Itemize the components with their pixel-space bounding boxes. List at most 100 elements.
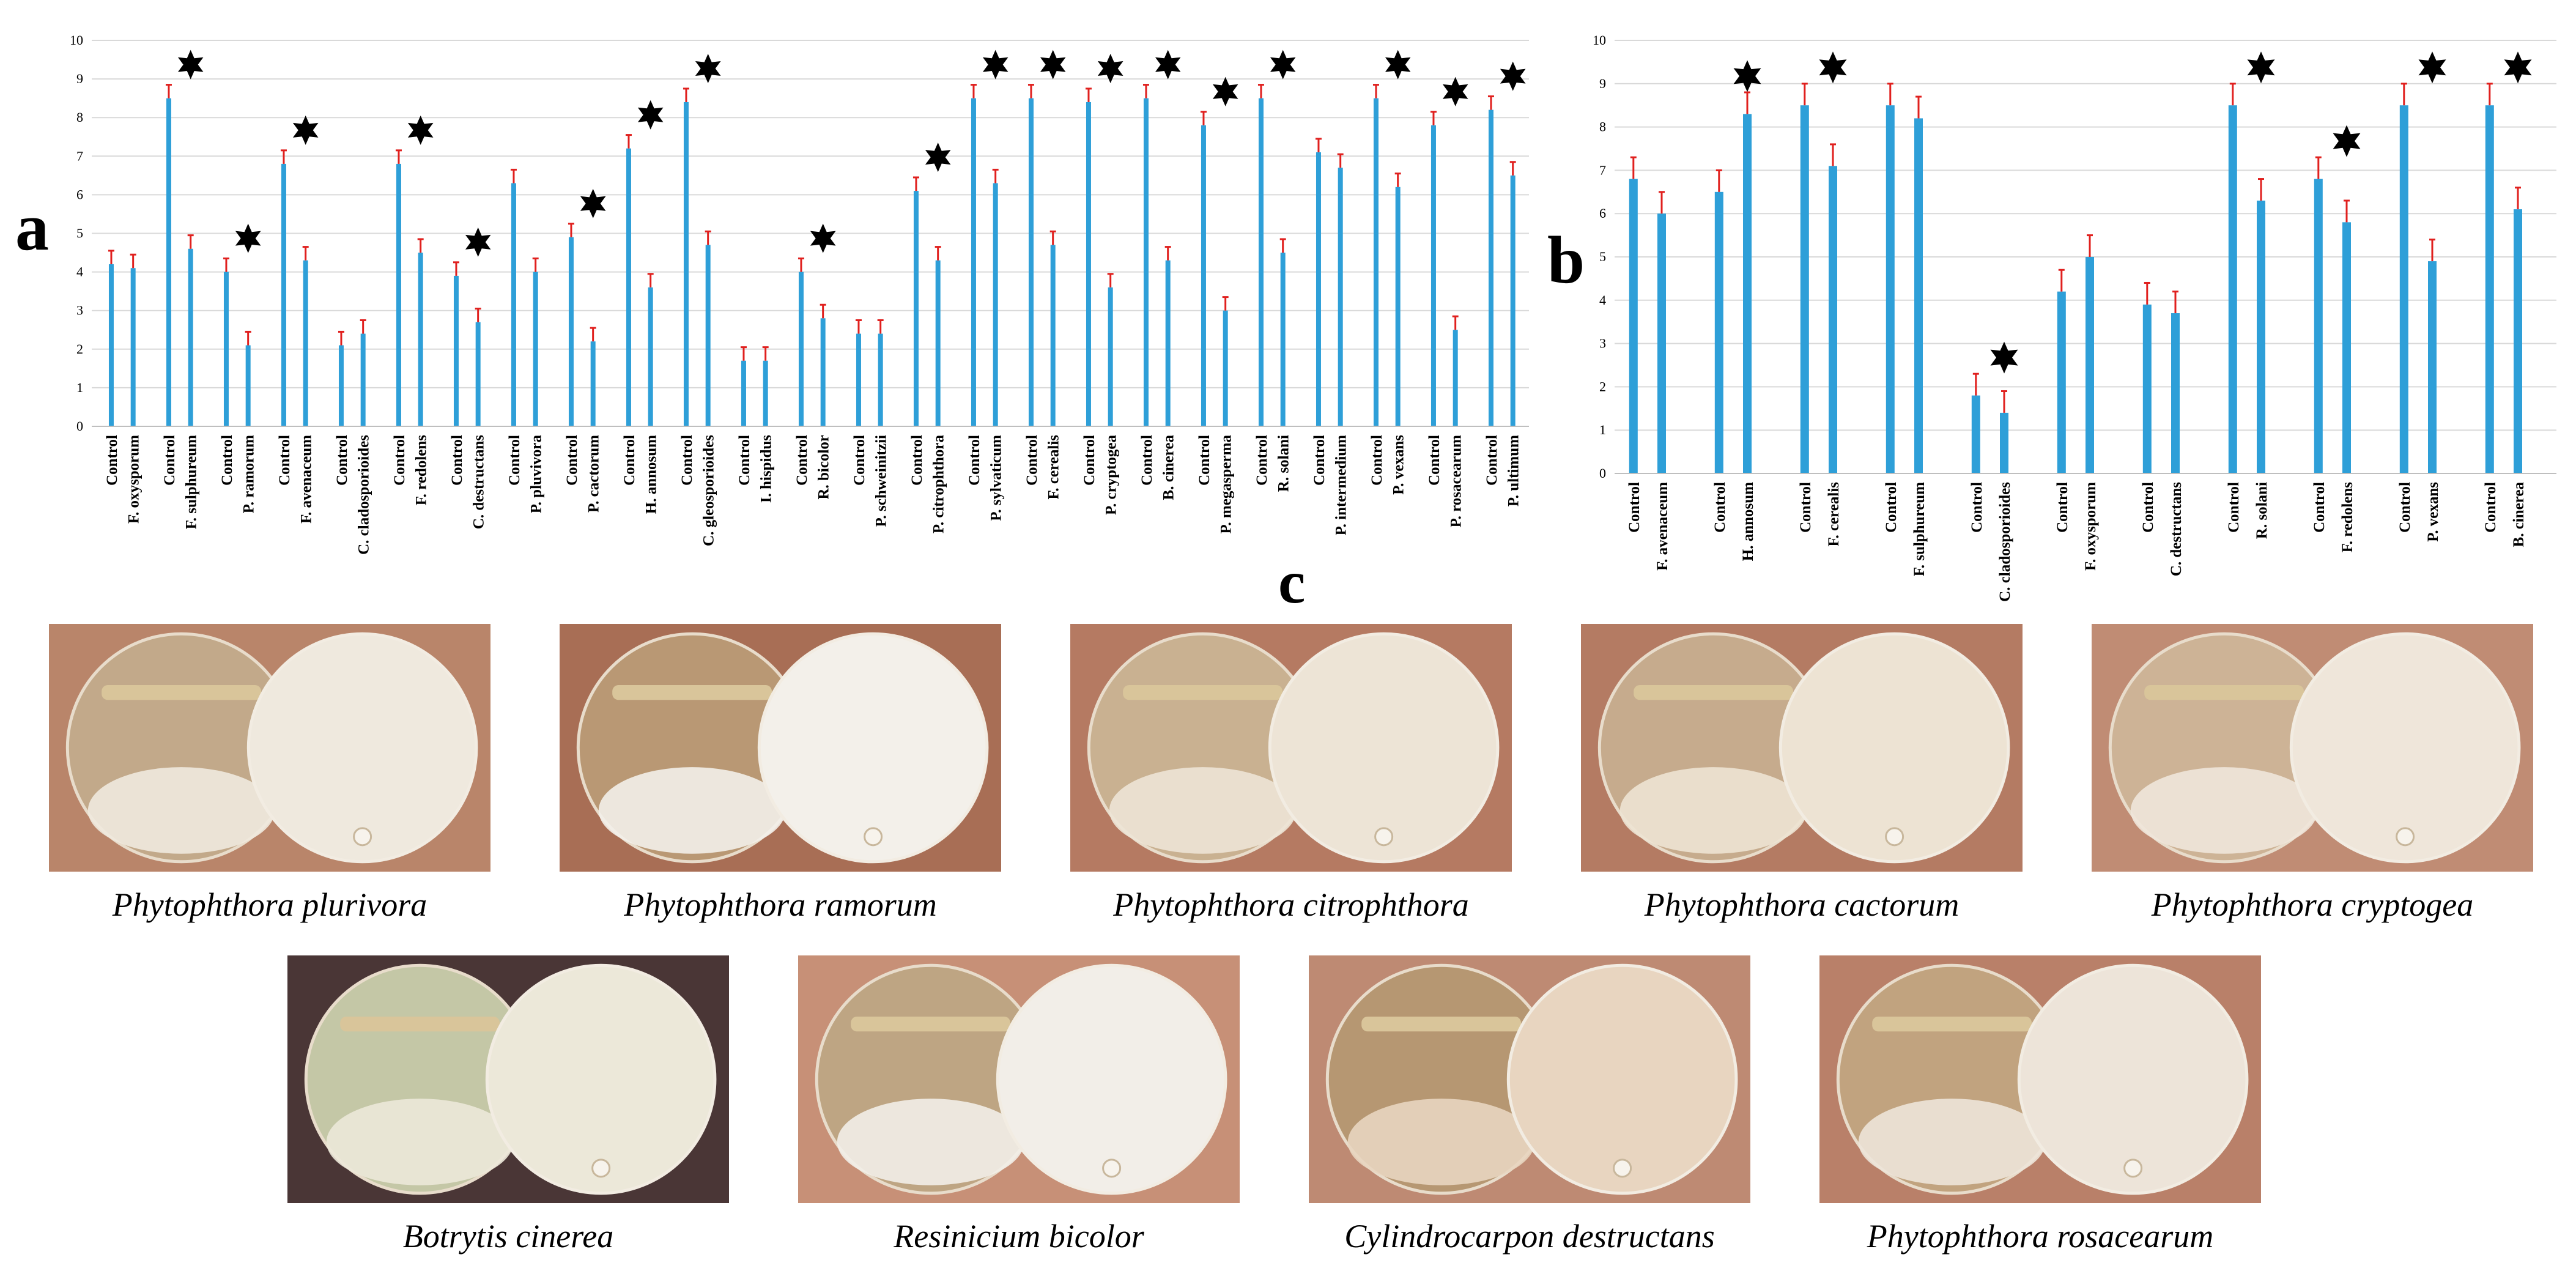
category-label: P. megasperma: [1218, 435, 1235, 534]
bar-control: [453, 275, 459, 426]
bar-treat: [1338, 168, 1343, 426]
significance-star-icon: [177, 50, 204, 80]
y-tick-label: 5: [1599, 249, 1606, 264]
category-label: Control: [2054, 482, 2071, 533]
petri-dish-right: [757, 632, 989, 864]
bar-control: [1316, 152, 1321, 427]
bar-treat: [878, 333, 883, 426]
y-tick-label: 3: [1599, 336, 1606, 351]
y-tick-label: 8: [1599, 119, 1606, 135]
inoculum-plug: [353, 827, 372, 847]
panel-label-b: b: [1547, 223, 1585, 297]
bacterial-streak: [1123, 685, 1283, 700]
bar-treat: [1510, 175, 1516, 426]
category-label: Control: [2397, 482, 2413, 533]
category-label: P. vexans: [1391, 435, 1407, 495]
category-label: F. cerealis: [1046, 435, 1062, 500]
petri-dish-right: [485, 963, 717, 1195]
significance-star-icon: [2418, 51, 2446, 84]
bar-control: [1201, 125, 1206, 426]
category-label: R. solani: [2254, 482, 2270, 539]
bar-control: [1629, 179, 1638, 473]
petri-dish-photo: Phytophthora ramorum: [560, 624, 1001, 923]
category-label: P. cactorum: [586, 435, 602, 513]
petri-dish-right: [2289, 632, 2521, 864]
inoculum-plug: [1374, 827, 1394, 847]
petri-dish-right: [2017, 963, 2249, 1195]
y-tick-label: 7: [76, 148, 83, 163]
photo-caption: Phytophthora cactorum: [1644, 886, 1959, 923]
category-label: H. annosum: [643, 435, 660, 514]
category-label: Control: [2140, 482, 2156, 533]
significance-star-icon: [407, 115, 434, 145]
category-label: Control: [1081, 435, 1098, 486]
photo-caption: Phytophthora plurivora: [112, 886, 427, 923]
bar-control: [2057, 291, 2066, 473]
significance-star-icon: [2504, 51, 2532, 84]
photo-caption: Phytophthora ramorum: [623, 886, 937, 923]
category-label: R. solani: [1276, 435, 1292, 492]
category-label: Control: [1484, 435, 1500, 486]
category-label: Control: [1426, 435, 1443, 486]
inoculum-plug: [1102, 1159, 1122, 1178]
category-label: P. ultimum: [1506, 435, 1522, 506]
chart-b: 0 1 2 3 4 5 6 7 8 9 10 Control F. avenaceum Control H.…: [1593, 32, 2556, 602]
category-label: C. destructans: [2168, 482, 2185, 576]
petri-dish-photo: Phytophthora cryptogea: [2092, 624, 2533, 923]
category-label: C. cladosporioides: [356, 435, 372, 555]
category-label: F. avenaceum: [1654, 482, 1671, 571]
bar-treat: [763, 360, 768, 426]
bar-control: [1800, 105, 1809, 473]
bar-control: [1886, 105, 1895, 473]
significance-star-icon: [1442, 76, 1468, 106]
bar-treat: [1165, 260, 1171, 426]
category-label: F. redolens: [2339, 482, 2356, 553]
petri-dish-right: [1778, 632, 2010, 864]
bar-treat: [475, 322, 481, 426]
bar-treat: [360, 333, 366, 426]
category-label: P. schweinitzii: [873, 435, 890, 527]
significance-star-icon: [810, 223, 836, 253]
bar-treat: [2171, 313, 2180, 473]
bar-treat: [1108, 287, 1113, 426]
significance-star-icon: [1819, 51, 1847, 84]
bacterial-streak: [1634, 685, 1794, 700]
bar-control: [511, 183, 516, 426]
category-label: Control: [621, 435, 638, 486]
inoculum-plug: [864, 827, 883, 847]
bar-treat: [1280, 253, 1286, 426]
bar-control: [166, 98, 171, 426]
bacterial-streak: [2144, 685, 2304, 700]
category-label: Control: [1196, 435, 1213, 486]
category-label: Control: [1024, 435, 1040, 486]
fungal-colony: [1109, 767, 1297, 854]
bar-control: [2142, 304, 2152, 473]
petri-dish-photo: Cylindrocarpon destructans: [1309, 955, 1750, 1255]
bar-control: [1430, 125, 1436, 426]
bar-treat: [590, 341, 596, 426]
category-label: F. sulphureum: [183, 435, 200, 529]
fungal-colony: [1619, 767, 1807, 854]
significance-star-icon: [1212, 76, 1238, 106]
significance-star-icon: [1385, 50, 1411, 80]
significance-star-icon: [2333, 125, 2361, 157]
significance-star-icon: [1155, 50, 1181, 80]
bar-control: [626, 148, 631, 426]
bar-treat: [130, 268, 136, 426]
bar-treat: [2342, 222, 2351, 473]
category-label: C. gleosporioides: [701, 435, 717, 546]
bacterial-streak: [1872, 1017, 2032, 1032]
category-label: R. bicolor: [816, 435, 832, 500]
category-label: Control: [104, 435, 120, 486]
category-label: Control: [161, 435, 178, 486]
significance-star-icon: [1040, 50, 1066, 80]
category-label: Control: [2311, 482, 2328, 533]
y-tick-label: 8: [76, 109, 83, 125]
y-tick-label: 1: [76, 380, 83, 395]
category-label: Control: [679, 435, 695, 486]
bar-control: [1086, 102, 1091, 426]
bar-treat: [533, 272, 538, 426]
category-label: Control: [2226, 482, 2242, 533]
significance-star-icon: [1270, 50, 1296, 80]
bar-control: [798, 272, 804, 426]
